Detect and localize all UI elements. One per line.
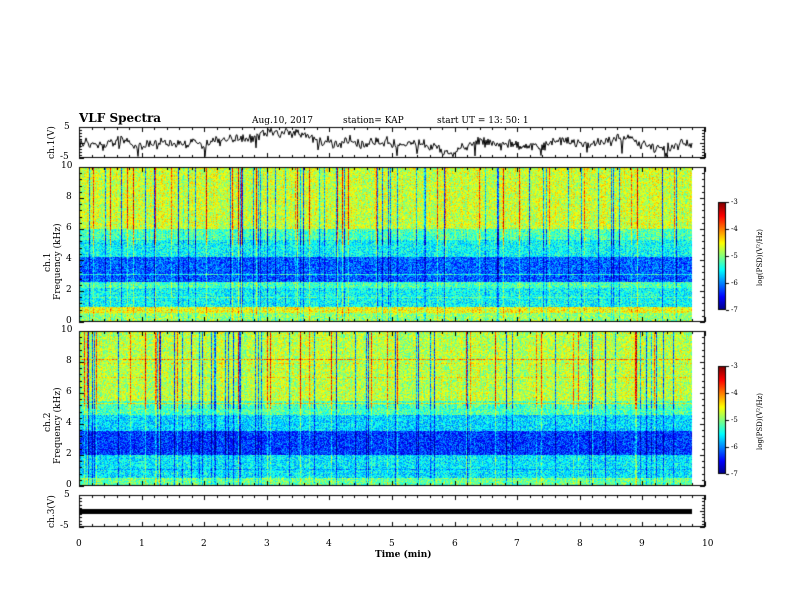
colorbar1-tick--4: -4 bbox=[731, 225, 738, 233]
start-time-label: start UT = 13: 50: 1 bbox=[437, 116, 529, 126]
colorbar2-tick--4: -4 bbox=[731, 389, 738, 397]
ch1-spec-ytick-8: 8 bbox=[66, 192, 72, 202]
x-tick-5: 5 bbox=[389, 539, 395, 549]
x-tick-4: 4 bbox=[326, 539, 332, 549]
ch2-spec-ytick-4: 4 bbox=[66, 418, 72, 428]
x-tick-1: 1 bbox=[139, 539, 145, 549]
ch1-spec-ytick-10: 10 bbox=[61, 161, 73, 171]
ch1-wave-ytick-top: 5 bbox=[64, 122, 70, 132]
ch1-spec-ylabel-ch: ch.1 bbox=[43, 252, 53, 272]
ch1-spec-ytick-2: 2 bbox=[66, 285, 72, 295]
x-tick-0: 0 bbox=[76, 539, 82, 549]
colorbar2-tick--3: -3 bbox=[731, 362, 738, 370]
ch1-spec-ytick-4: 4 bbox=[66, 254, 72, 264]
colorbar1-tick--3: -3 bbox=[731, 198, 738, 206]
colorbar2-label: log(PSD)(V²/Hz) bbox=[756, 393, 764, 450]
colorbar1-tick--7: -7 bbox=[731, 306, 738, 314]
x-tick-3: 3 bbox=[264, 539, 270, 549]
date-label: Aug.10, 2017 bbox=[252, 116, 313, 126]
x-tick-8: 8 bbox=[577, 539, 583, 549]
x-axis-label: Time (min) bbox=[375, 550, 432, 560]
station-label: station= KAP bbox=[343, 116, 404, 126]
ch2-spec-ylabel-ch: ch.2 bbox=[43, 412, 53, 432]
colorbar1-tick--5: -5 bbox=[731, 252, 738, 260]
ch2-spec-ylabel-freq: Frequency (kHz) bbox=[53, 387, 63, 464]
x-tick-7: 7 bbox=[514, 539, 520, 549]
ch1-spec-ylabel-freq: Frequency (kHz) bbox=[53, 223, 63, 300]
ch1-wave-ytick-bottom: -5 bbox=[60, 152, 69, 162]
colorbar1-label: log(PSD)(V²/Hz) bbox=[756, 229, 764, 286]
ch1-wave-ylabel: ch.1(V) bbox=[47, 126, 57, 159]
colorbar2-tick--5: -5 bbox=[731, 416, 738, 424]
x-tick-6: 6 bbox=[452, 539, 458, 549]
colorbar2-tick--7: -7 bbox=[731, 470, 738, 478]
ch1-spec-ytick-6: 6 bbox=[66, 223, 72, 233]
colorbar2-tick--6: -6 bbox=[731, 443, 738, 451]
ch2-spec-ytick-2: 2 bbox=[66, 449, 72, 459]
x-tick-9: 9 bbox=[639, 539, 645, 549]
x-tick-2: 2 bbox=[201, 539, 207, 549]
colorbar1-tick--6: -6 bbox=[731, 279, 738, 287]
ch2-spec-ytick-0: 0 bbox=[66, 480, 72, 490]
ch1-spec-ytick-0: 0 bbox=[66, 316, 72, 326]
ch2-spec-ytick-6: 6 bbox=[66, 387, 72, 397]
ch3-wave-ylabel: ch.3(V) bbox=[47, 495, 57, 528]
ch2-spec-ytick-8: 8 bbox=[66, 356, 72, 366]
ch3-wave-ytick-bottom: -5 bbox=[60, 521, 69, 531]
x-tick-10: 10 bbox=[702, 539, 714, 549]
ch3-wave-ytick-top: 5 bbox=[64, 490, 70, 500]
figure-title: VLF Spectra bbox=[79, 111, 162, 125]
ch2-spec-ytick-10: 10 bbox=[61, 325, 73, 335]
